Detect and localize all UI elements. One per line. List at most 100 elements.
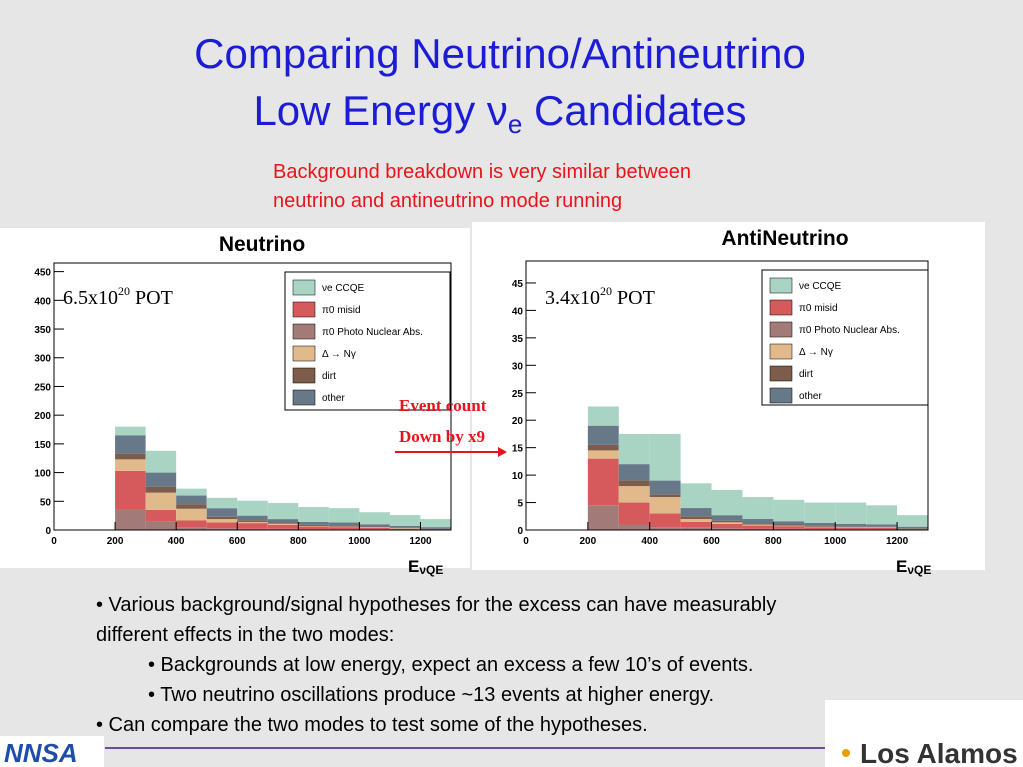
histogram-bar	[420, 527, 451, 529]
histogram-bar	[237, 521, 268, 524]
histogram-bar	[804, 526, 836, 528]
x-tick-label: 400	[168, 536, 185, 547]
x-tick-label: 800	[765, 536, 782, 547]
logo-text: NNSA	[4, 738, 78, 767]
histogram-bar	[866, 505, 898, 525]
legend-swatch	[292, 279, 316, 296]
histogram-bar	[773, 526, 805, 529]
histogram-bar	[804, 502, 836, 523]
legend-label: Δ → Nγ	[799, 347, 833, 358]
histogram-bar	[328, 525, 360, 527]
y-tick-label: 25	[512, 389, 524, 400]
y-tick-label: 250	[34, 382, 51, 393]
histogram-bar	[237, 515, 268, 521]
histogram-bar	[115, 435, 146, 454]
histogram-bar	[298, 521, 329, 525]
y-tick-label: 30	[512, 361, 524, 372]
histogram-bar	[206, 508, 238, 517]
x-tick-label: 0	[523, 536, 529, 547]
legend-swatch	[292, 389, 316, 406]
histogram-bar	[328, 508, 360, 523]
x-tick-label: 1200	[409, 536, 432, 547]
legend-label: other	[322, 393, 345, 404]
bullets: • Various background/signal hypotheses f…	[96, 594, 776, 736]
histogram-bar	[649, 527, 681, 530]
chart-title: Neutrino	[219, 233, 305, 256]
histogram-bar	[328, 527, 360, 530]
histogram-bar	[328, 522, 360, 526]
histogram-bar	[742, 524, 774, 526]
x-tick-label: 200	[580, 536, 597, 547]
histogram-bar	[680, 516, 712, 520]
histogram-bar	[835, 502, 867, 524]
legend-label: Δ → Nγ	[322, 349, 356, 360]
subtitle: Background breakdown is very similar bet…	[273, 161, 691, 183]
histogram-bar	[618, 524, 650, 530]
logo-box	[0, 736, 104, 767]
histogram-bar	[649, 513, 681, 528]
histogram-bar	[206, 497, 238, 509]
histogram-bar	[587, 425, 619, 445]
legend-label: π0 misid	[799, 303, 838, 314]
logo-text: Los Alamos	[860, 738, 1018, 767]
histogram-bar	[359, 512, 390, 525]
legend-swatch	[769, 277, 793, 294]
x-label-base: E	[896, 557, 907, 576]
histogram-bar	[773, 524, 805, 526]
legend-swatch	[769, 365, 793, 382]
x-label-base: E	[408, 557, 419, 576]
histogram-bar	[711, 522, 743, 524]
histogram-bar	[389, 528, 421, 530]
histogram-bar	[176, 527, 207, 530]
y-tick-label: 400	[34, 296, 51, 307]
histogram-bar	[237, 500, 268, 516]
legend-swatch	[769, 299, 793, 316]
histogram-bar	[649, 494, 681, 498]
histogram-bar	[587, 406, 619, 426]
bullet: • Various background/signal hypotheses f…	[96, 594, 776, 616]
x-tick-label: 0	[51, 536, 57, 547]
histogram-bar	[206, 528, 238, 530]
legend-swatch	[769, 343, 793, 360]
histogram-bar	[176, 504, 207, 509]
bullet: different effects in the two modes:	[96, 624, 394, 646]
histogram-bar	[649, 497, 681, 514]
histogram-bar	[145, 486, 177, 493]
pot-label: 3.4x1020 POT	[545, 284, 655, 309]
histogram-bar	[359, 526, 390, 528]
histogram-bar	[359, 527, 390, 530]
histogram-bar	[176, 508, 207, 521]
histogram-bar	[206, 522, 238, 529]
histogram-bar	[618, 433, 650, 465]
histogram-bar	[897, 528, 928, 530]
legend-label: νe CCQE	[799, 281, 842, 292]
legend-swatch	[769, 387, 793, 404]
histogram-bar	[267, 519, 299, 523]
x-label-sub: νQE	[907, 563, 931, 577]
histogram-bar	[389, 515, 421, 526]
histogram-bar	[835, 526, 867, 528]
y-tick-label: 150	[34, 440, 51, 451]
histogram-bar	[115, 509, 146, 530]
histogram-bar	[711, 523, 743, 529]
legend-label: other	[799, 391, 822, 402]
histogram-bar	[206, 519, 238, 523]
legend-label: π0 Photo Nuclear Abs.	[799, 325, 900, 336]
annotation: Event count	[399, 396, 487, 415]
histogram-bar	[742, 523, 774, 525]
subtitle: neutrino and antineutrino mode running	[273, 190, 622, 212]
histogram-bar	[618, 480, 650, 487]
pot-exp: 20	[600, 284, 612, 298]
y-tick-label: 450	[34, 268, 51, 279]
logo-dot	[842, 749, 850, 757]
histogram-bar	[389, 525, 421, 528]
bullet: • Backgrounds at low energy, expect an e…	[148, 654, 754, 676]
y-tick-label: 5	[517, 499, 523, 510]
x-label-sub: νQE	[419, 563, 443, 577]
histogram-bar	[359, 524, 390, 527]
title-part: Candidates	[522, 87, 746, 134]
legend-label: dirt	[799, 369, 813, 380]
histogram-bar	[587, 444, 619, 451]
histogram-bar	[897, 526, 928, 529]
histogram-bar	[680, 483, 712, 509]
